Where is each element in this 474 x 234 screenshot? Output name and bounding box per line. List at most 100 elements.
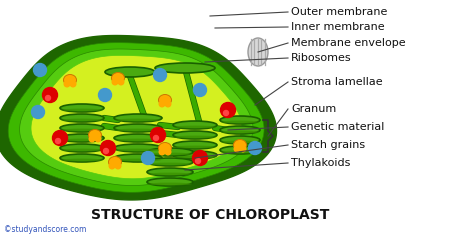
- Ellipse shape: [148, 153, 192, 155]
- Ellipse shape: [118, 78, 125, 85]
- Ellipse shape: [115, 149, 161, 151]
- Ellipse shape: [158, 100, 165, 107]
- Circle shape: [34, 63, 46, 77]
- Ellipse shape: [221, 151, 259, 154]
- Ellipse shape: [111, 78, 118, 85]
- Circle shape: [224, 110, 228, 116]
- Ellipse shape: [220, 146, 260, 154]
- Ellipse shape: [148, 183, 192, 185]
- Ellipse shape: [105, 67, 155, 77]
- Ellipse shape: [220, 136, 260, 144]
- Ellipse shape: [60, 154, 104, 162]
- Circle shape: [154, 69, 166, 81]
- Ellipse shape: [147, 148, 193, 156]
- Ellipse shape: [115, 139, 161, 141]
- Ellipse shape: [61, 149, 103, 151]
- Ellipse shape: [114, 134, 162, 142]
- Ellipse shape: [174, 135, 216, 138]
- Ellipse shape: [61, 159, 103, 161]
- Ellipse shape: [239, 146, 246, 153]
- Ellipse shape: [111, 73, 125, 84]
- Circle shape: [192, 150, 208, 165]
- Text: Ribosomes: Ribosomes: [291, 53, 352, 63]
- Ellipse shape: [60, 124, 104, 132]
- Text: ©studyandscore.com: ©studyandscore.com: [4, 224, 86, 234]
- Ellipse shape: [61, 139, 103, 141]
- Ellipse shape: [109, 162, 116, 169]
- Circle shape: [55, 139, 61, 143]
- Ellipse shape: [148, 163, 192, 165]
- Circle shape: [103, 149, 109, 154]
- Ellipse shape: [164, 100, 172, 107]
- Ellipse shape: [114, 124, 162, 132]
- Ellipse shape: [174, 146, 216, 148]
- Circle shape: [46, 95, 51, 100]
- Circle shape: [31, 106, 45, 118]
- Ellipse shape: [114, 154, 162, 162]
- Ellipse shape: [64, 80, 71, 88]
- Ellipse shape: [64, 74, 76, 85]
- Circle shape: [220, 102, 236, 117]
- Ellipse shape: [158, 95, 172, 106]
- Polygon shape: [8, 43, 264, 192]
- Text: Outer membrane: Outer membrane: [291, 7, 387, 17]
- Ellipse shape: [155, 63, 215, 73]
- Circle shape: [53, 131, 67, 146]
- Ellipse shape: [115, 162, 121, 169]
- Ellipse shape: [70, 80, 76, 88]
- Ellipse shape: [173, 121, 217, 129]
- Ellipse shape: [89, 129, 101, 140]
- Ellipse shape: [61, 109, 103, 111]
- Circle shape: [195, 158, 201, 164]
- Ellipse shape: [114, 144, 162, 152]
- Ellipse shape: [234, 139, 246, 150]
- Ellipse shape: [221, 141, 259, 143]
- Text: Membrane envelope: Membrane envelope: [291, 38, 406, 48]
- Ellipse shape: [234, 146, 240, 153]
- Text: Genetic material: Genetic material: [291, 122, 384, 132]
- Circle shape: [99, 88, 111, 102]
- Circle shape: [43, 88, 57, 102]
- Ellipse shape: [147, 168, 193, 176]
- Ellipse shape: [147, 158, 193, 166]
- Ellipse shape: [221, 121, 259, 123]
- Text: STRUCTURE OF CHLOROPLAST: STRUCTURE OF CHLOROPLAST: [91, 208, 329, 222]
- Ellipse shape: [173, 141, 217, 149]
- Circle shape: [100, 140, 116, 156]
- Ellipse shape: [220, 116, 260, 124]
- Ellipse shape: [221, 131, 259, 133]
- Ellipse shape: [248, 38, 268, 66]
- Ellipse shape: [61, 129, 103, 132]
- Ellipse shape: [115, 119, 161, 121]
- Text: Inner membrane: Inner membrane: [291, 22, 384, 32]
- Ellipse shape: [158, 143, 172, 154]
- Ellipse shape: [220, 126, 260, 134]
- Ellipse shape: [109, 157, 121, 168]
- Circle shape: [154, 135, 158, 140]
- Polygon shape: [0, 36, 276, 200]
- Ellipse shape: [174, 156, 216, 158]
- Ellipse shape: [61, 119, 103, 121]
- Ellipse shape: [115, 129, 161, 132]
- Text: Granum: Granum: [291, 104, 336, 114]
- Text: Starch grains: Starch grains: [291, 140, 365, 150]
- Ellipse shape: [94, 135, 101, 143]
- Polygon shape: [31, 55, 242, 179]
- Ellipse shape: [114, 114, 162, 122]
- Circle shape: [248, 142, 262, 154]
- Ellipse shape: [174, 126, 216, 128]
- Ellipse shape: [60, 114, 104, 122]
- Circle shape: [193, 84, 207, 96]
- Ellipse shape: [60, 104, 104, 112]
- Ellipse shape: [60, 134, 104, 142]
- Text: Thylakoids: Thylakoids: [291, 158, 350, 168]
- Circle shape: [151, 128, 165, 143]
- Polygon shape: [19, 49, 253, 186]
- Ellipse shape: [173, 131, 217, 139]
- Text: Stroma lamellae: Stroma lamellae: [291, 77, 383, 87]
- Ellipse shape: [158, 149, 165, 156]
- Circle shape: [142, 151, 155, 165]
- Ellipse shape: [148, 173, 192, 176]
- Ellipse shape: [115, 159, 161, 161]
- Ellipse shape: [60, 144, 104, 152]
